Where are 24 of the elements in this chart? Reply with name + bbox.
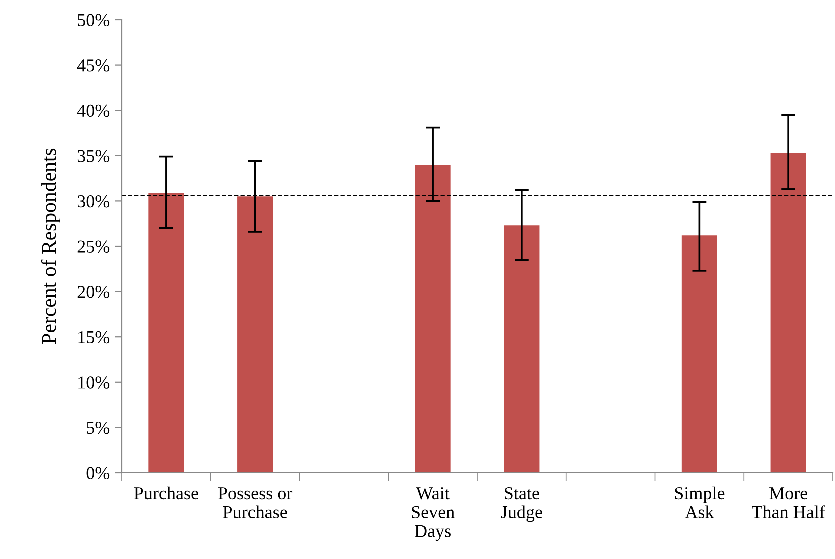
- bar: [148, 193, 184, 473]
- y-axis-title: Percent of Respondents: [41, 148, 60, 344]
- y-tick-label: 20%: [78, 286, 110, 298]
- y-tick-label: 10%: [78, 376, 110, 389]
- bar: [682, 236, 718, 473]
- x-tick-label: More Than Half: [752, 488, 826, 518]
- y-tick-label: 30%: [78, 195, 110, 208]
- bar: [504, 226, 540, 473]
- y-tick-label: 15%: [78, 331, 110, 344]
- x-tick-label: Simple Ask: [675, 486, 725, 518]
- y-tick-label: 25%: [78, 240, 110, 253]
- bar: [415, 164, 451, 473]
- y-tick-label: 5%: [87, 422, 110, 434]
- x-tick-label: State Judge: [501, 487, 542, 522]
- bar: [770, 153, 806, 473]
- x-tick-label: Wait Seven Days: [412, 487, 455, 542]
- x-tick-label: Possess or Purchase: [218, 488, 293, 518]
- y-tick-label: 35%: [78, 150, 110, 162]
- y-tick-label: 45%: [77, 60, 110, 72]
- y-tick-label: 0%: [86, 467, 110, 480]
- x-tick-label: Purchase: [134, 486, 198, 500]
- y-tick-label: 40%: [77, 104, 110, 118]
- y-tick-label: 50%: [78, 14, 110, 26]
- bar: [238, 196, 274, 473]
